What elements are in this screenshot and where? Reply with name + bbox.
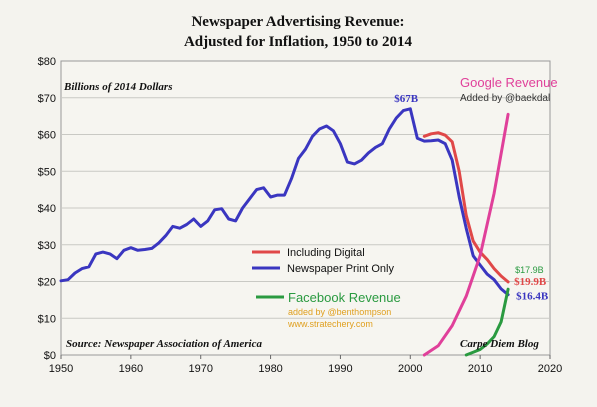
facebook-revenue-label: Facebook Revenue <box>288 290 401 305</box>
y-tick-label: $70 <box>38 93 56 105</box>
x-tick-label: 1980 <box>258 363 282 375</box>
y-tick-label: $30 <box>38 240 56 252</box>
series-line-google-revenue <box>422 112 510 357</box>
series-line-including-digital <box>422 131 510 284</box>
x-tick-label: 1970 <box>188 363 212 375</box>
legend-label-print-only: Newspaper Print Only <box>287 263 394 275</box>
y-tick-label: $40 <box>38 203 56 215</box>
x-tick-label: 1950 <box>49 363 73 375</box>
series-line-facebook-revenue <box>464 287 510 357</box>
annotation-print-16-4b: $16.4B <box>516 291 549 303</box>
x-axis: 1950 1960 1970 1980 1990 2000 2010 2020 <box>49 355 562 375</box>
series-line-print-only <box>59 107 510 297</box>
annotation-facebook-17-9b: $17.9B <box>515 265 544 275</box>
y-tick-label: $50 <box>38 166 56 178</box>
y-axis: $0 $10 $20 $30 $40 $50 $60 $70 $80 <box>38 56 56 362</box>
source-note: Source: Newspaper Association of America <box>66 338 262 350</box>
grid <box>61 97 550 319</box>
facebook-website-label: www.stratechery.com <box>287 319 373 329</box>
y-tick-label: $80 <box>38 56 56 68</box>
x-tick-label: 2010 <box>468 363 492 375</box>
legend: Including Digital Newspaper Print Only <box>252 247 394 275</box>
x-tick-label: 2000 <box>398 363 422 375</box>
y-tick-label: $10 <box>38 313 56 325</box>
x-tick-label: 1960 <box>119 363 143 375</box>
units-label: Billions of 2014 Dollars <box>63 81 173 93</box>
y-tick-label: $0 <box>44 350 56 362</box>
chart-title-line1: Newspaper Advertising Revenue: <box>191 14 404 30</box>
annotation-digital-19-9b: $19.9B <box>514 276 547 288</box>
facebook-credit-label: added by @benthompson <box>288 307 391 317</box>
y-tick-label: $60 <box>38 130 56 142</box>
annotations: $67B $19.9B$17.9B $16.4B <box>394 93 549 303</box>
google-revenue-label: Google Revenue <box>460 75 558 90</box>
blog-credit: Carpe Diem Blog <box>460 338 539 350</box>
google-credit-label: Added by @baekdal <box>460 93 550 104</box>
facebook-annotation: Facebook Revenue added by @benthompson w… <box>256 290 401 329</box>
series-group <box>59 107 510 357</box>
legend-label-including-digital: Including Digital <box>287 247 365 259</box>
annotation-peak-67b: $67B <box>394 93 419 105</box>
chart-title-line2: Adjusted for Inflation, 1950 to 2014 <box>184 34 413 50</box>
x-tick-label: 1990 <box>328 363 352 375</box>
y-tick-label: $20 <box>38 277 56 289</box>
x-tick-label: 2020 <box>538 363 562 375</box>
